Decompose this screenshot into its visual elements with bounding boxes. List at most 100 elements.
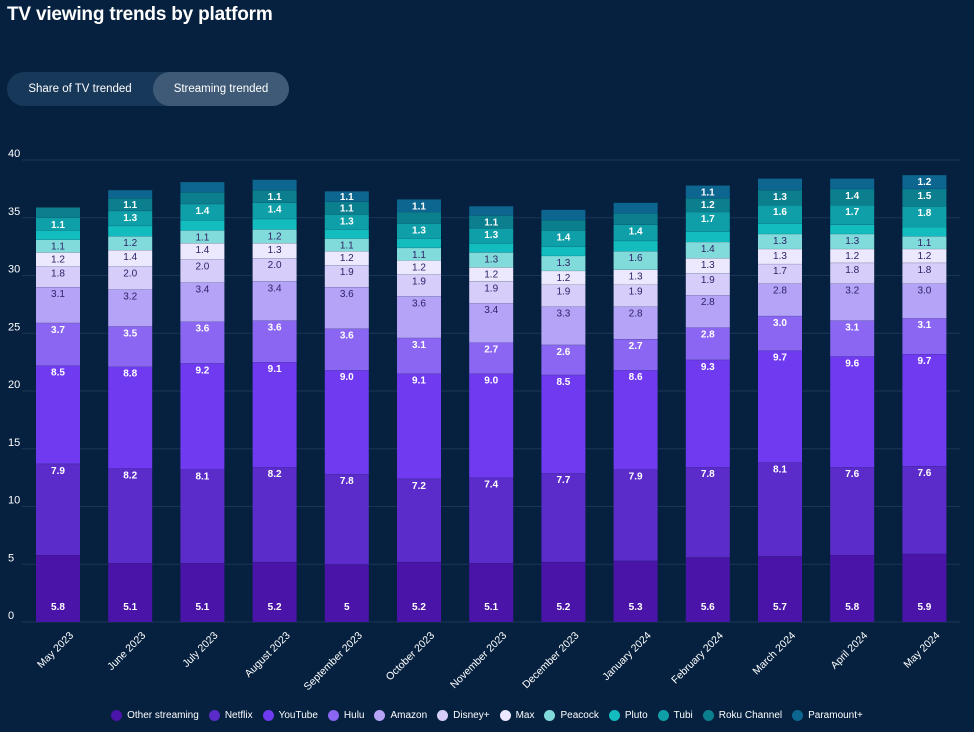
bar-segment	[36, 217, 80, 231]
x-tick-label: July 2023	[180, 630, 220, 670]
bar-segment	[613, 224, 658, 241]
bar-segment	[613, 240, 658, 252]
y-tick-label: 15	[8, 437, 20, 449]
legend-item[interactable]: Roku Channel	[702, 710, 782, 721]
data-label: 9.6	[845, 358, 859, 369]
bar-segment	[541, 230, 586, 247]
bar-segment	[108, 198, 153, 211]
data-label: 5.9	[917, 602, 931, 613]
bar-segment	[252, 281, 297, 321]
legend-item[interactable]: YouTube	[262, 710, 318, 721]
data-label: 1.1	[268, 192, 282, 203]
bar-segment	[108, 563, 153, 622]
data-label: 2.8	[629, 309, 643, 320]
bar-segment	[108, 190, 153, 199]
legend-item[interactable]: Tubi	[657, 710, 693, 721]
data-label: 2.6	[556, 347, 570, 358]
bar-segment	[685, 258, 730, 274]
bar-segment	[324, 265, 369, 288]
bar-segment	[180, 282, 225, 322]
data-label: 1.3	[773, 236, 787, 247]
bar-segment	[902, 226, 947, 237]
bar-segment	[541, 284, 586, 307]
data-label: 7.2	[412, 481, 426, 492]
data-label: 1.2	[917, 177, 931, 188]
data-label: 1.8	[917, 265, 931, 276]
bar-segment	[613, 251, 658, 270]
data-label: 7.7	[556, 475, 570, 486]
bar-segment	[685, 198, 730, 212]
bar-segment	[541, 306, 586, 345]
bar-segment	[397, 247, 441, 261]
legend-item[interactable]: Peacock	[544, 710, 599, 721]
bar-segment	[902, 236, 947, 249]
data-label: 7.9	[51, 466, 65, 477]
data-label: 5.2	[412, 602, 426, 613]
bar-segment	[108, 366, 153, 469]
bar-segment	[180, 243, 225, 260]
bar-segment	[252, 561, 297, 622]
data-label: 1.9	[340, 267, 354, 278]
data-label: 3.6	[195, 324, 209, 335]
bar-segment	[469, 267, 514, 282]
data-label: 1.3	[484, 230, 498, 241]
data-label: 1.3	[412, 226, 426, 237]
legend-item[interactable]: Disney+	[437, 710, 490, 721]
legend-swatch	[374, 710, 386, 721]
data-label: 1.4	[556, 232, 570, 243]
legend-swatch	[111, 710, 123, 721]
bar-segment	[902, 206, 947, 227]
data-label: 2.8	[701, 297, 715, 308]
data-label: 1.6	[773, 207, 787, 218]
bar-segment	[541, 246, 586, 256]
legend-item[interactable]: Hulu	[327, 710, 364, 721]
data-label: 3.1	[51, 289, 65, 300]
legend-item[interactable]: Netflix	[208, 710, 253, 721]
legend-item[interactable]: Pluto	[608, 710, 648, 721]
bar-segment	[324, 370, 369, 475]
legend-label: Amazon	[390, 710, 428, 721]
data-label: 1.8	[845, 265, 859, 276]
legend-item[interactable]: Max	[499, 710, 534, 721]
data-label: 1.3	[340, 216, 354, 227]
legend-label: Disney+	[453, 710, 490, 721]
legend-item[interactable]: Paramount+	[792, 710, 863, 721]
legend-item[interactable]: Amazon	[374, 710, 427, 721]
data-label: 1.3	[773, 251, 787, 262]
streaming-trended-tab[interactable]: Streaming trended	[153, 72, 289, 106]
y-tick-label: 40	[8, 148, 20, 160]
data-label: 1.1	[123, 200, 137, 211]
data-label: 1.9	[629, 287, 643, 298]
bar-segment	[397, 223, 441, 239]
data-label: 3.1	[845, 323, 859, 334]
bar-segment	[397, 211, 441, 224]
data-label: 5.2	[556, 602, 570, 613]
bar-segment	[902, 466, 947, 554]
bar-segment	[397, 337, 441, 374]
data-label: 3.2	[123, 291, 137, 302]
bar-segment	[108, 250, 153, 267]
data-label: 1.3	[484, 254, 498, 265]
bar-segment	[758, 462, 802, 557]
bar-segment	[180, 181, 225, 193]
legend-label: YouTube	[278, 710, 318, 721]
data-label: 3.0	[773, 318, 787, 329]
bar-segment	[902, 553, 947, 622]
data-label: 1.1	[484, 217, 498, 228]
share-of-tv-trended-tab[interactable]: Share of TV trended	[28, 83, 132, 95]
bar-segment	[252, 467, 297, 562]
data-label: 5.1	[195, 602, 209, 613]
bar-segment	[397, 260, 441, 275]
data-label: 1.4	[123, 252, 137, 263]
data-label: 1.3	[773, 192, 787, 203]
bar-segment	[758, 205, 802, 224]
data-label: 3.6	[268, 323, 282, 334]
legend-item[interactable]: Other streaming	[111, 710, 199, 721]
bar-segment	[830, 555, 875, 622]
bar-segment	[469, 252, 514, 268]
legend-swatch	[544, 710, 556, 721]
bar-segment	[758, 263, 802, 284]
y-tick-label: 35	[8, 206, 20, 218]
data-label: 9.1	[268, 364, 282, 375]
legend-swatch	[499, 710, 511, 721]
